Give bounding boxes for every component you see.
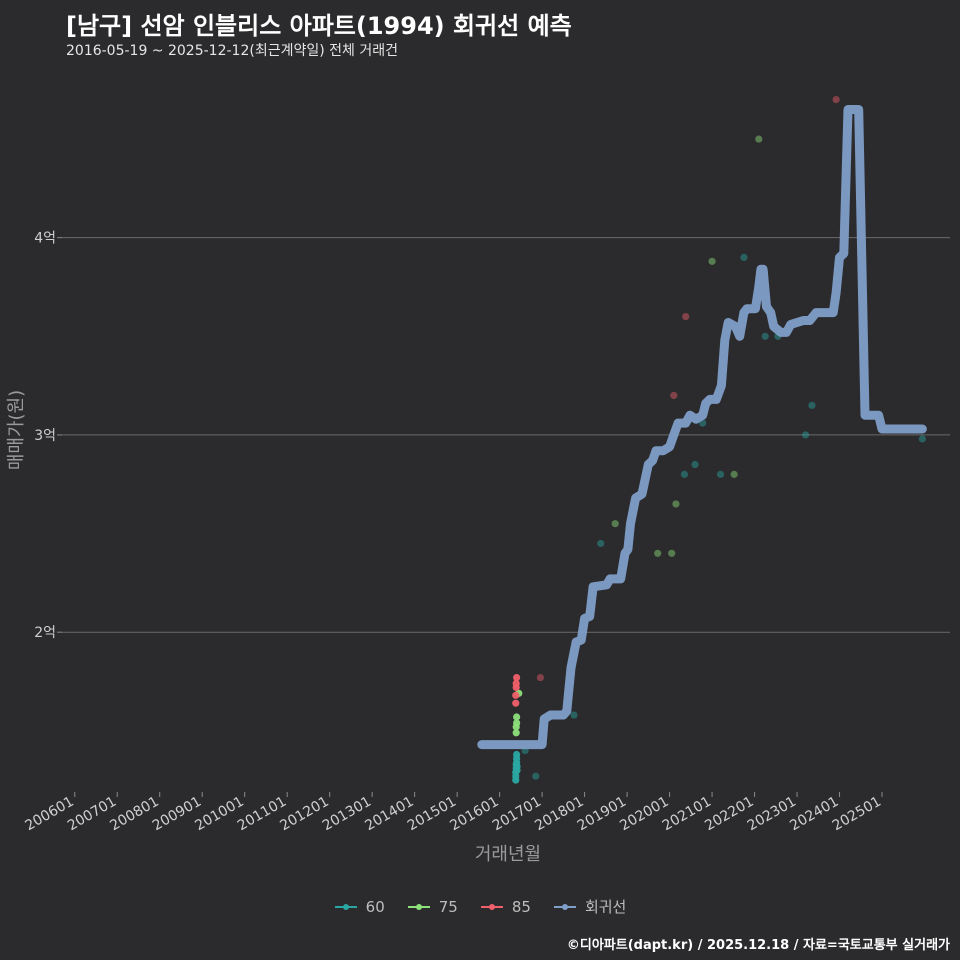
regression-line [477,105,927,750]
data-point-60 [740,253,748,261]
legend-key [480,903,503,910]
data-point-85 [832,95,840,104]
data-point-85 [670,391,678,400]
data-point-60 [691,460,699,469]
data-point-60 [513,762,521,770]
legend-label: 60 [365,897,385,916]
y-tick-label: 2억 [34,625,56,641]
legend-item: 60 [334,896,385,917]
legend-key [334,903,357,910]
data-point-60 [716,470,725,478]
data-point-75 [755,135,763,143]
data-point-75 [708,257,716,265]
data-point-60 [680,470,689,478]
legend-item: 75 [407,896,458,917]
y-axis-label: 매매가(원) [6,390,27,470]
legend-label: 85 [511,897,531,916]
axes: 2억3억4억2006012007012008012009012010012011… [22,231,884,835]
data-point-60 [761,332,769,340]
data-point-75 [668,549,676,557]
legend-key-dot [342,903,349,910]
data-point-60 [918,435,926,443]
scatter-points [512,95,926,784]
data-point-75 [611,520,619,528]
footer-credit: ©디아파트(dapt.kr) / 2025.12.18 / 자료=국토교통부 실… [566,938,950,953]
data-point-85 [682,312,690,321]
x-tick-label: 202501 [830,794,884,835]
legend-item: 85 [480,896,531,917]
data-point-85 [513,673,521,682]
data-point-60 [597,539,605,548]
legend-label: 회귀선 [584,898,627,916]
data-point-75 [672,500,680,508]
legend-key-dot [561,903,568,910]
y-tick-label: 4억 [34,231,56,247]
legend-label: 75 [438,897,458,916]
regression-line-layer [477,105,927,750]
data-point-75 [730,470,738,478]
data-point-75 [513,713,521,721]
data-point-60 [532,772,540,780]
data-point-60 [808,401,816,409]
y-tick-label: 3억 [34,428,56,444]
data-point-60 [513,750,521,759]
grid-lines [62,237,950,633]
data-point-75 [513,719,521,727]
legend-key [407,903,430,910]
legend: 60 75 85 회귀선 [0,896,960,917]
chart-subtitle: 2016-05-19 ~ 2025-12-12(최근계약일) 전체 거래건 [66,43,398,59]
data-point-85 [536,673,545,682]
data-point-85 [512,679,520,688]
legend-key-dot [488,903,495,910]
chart-title: [남구] 선암 인블리스 아파트(1994) 회귀선 예측 [66,12,572,40]
legend-key-dot [415,903,422,910]
legend-item: 회귀선 [553,896,626,917]
x-axis-label: 거래년월 [475,844,541,865]
data-point-85 [512,691,520,699]
data-point-85 [512,699,520,707]
data-point-60 [570,711,578,719]
legend-key [553,903,576,910]
data-point-75 [512,729,520,737]
data-point-75 [654,549,662,557]
data-point-60 [801,431,810,439]
